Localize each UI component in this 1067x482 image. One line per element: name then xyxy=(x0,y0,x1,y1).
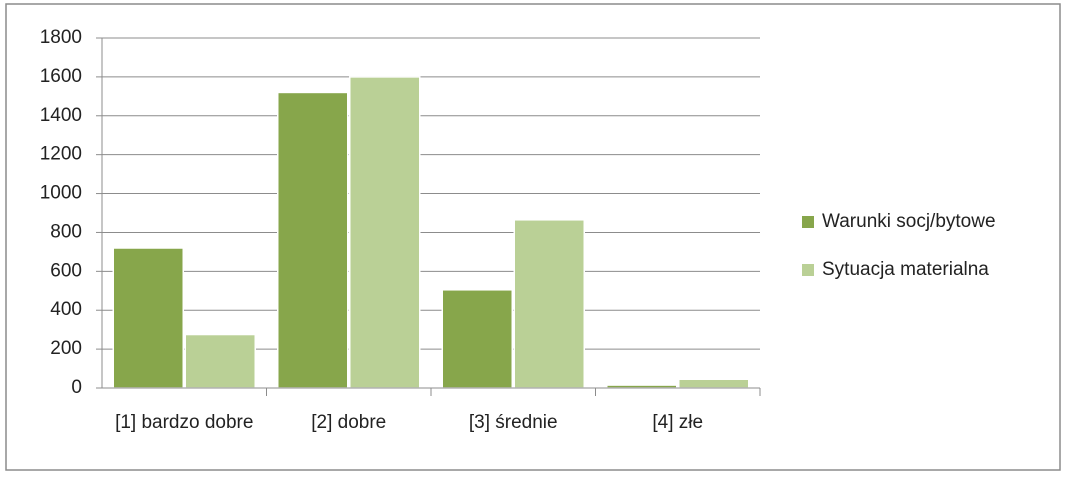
x-tick-label: [3] średnie xyxy=(468,412,558,433)
y-tick-label: 1800 xyxy=(40,27,82,48)
bar xyxy=(112,247,184,389)
y-tick-label: 1400 xyxy=(40,105,82,126)
legend-swatch xyxy=(802,264,814,276)
bar xyxy=(678,378,750,389)
y-tick-label: 1000 xyxy=(40,183,82,204)
x-tick-label: [2] dobre xyxy=(311,412,387,433)
bar xyxy=(277,91,349,389)
y-tick-label: 0 xyxy=(71,377,82,398)
y-tick-label: 400 xyxy=(50,299,82,320)
legend-label: Sytuacja materialna xyxy=(822,259,989,280)
chart-frame xyxy=(5,3,1061,471)
y-tick-label: 1600 xyxy=(40,66,82,87)
y-tick-label: 600 xyxy=(50,260,82,281)
y-tick-label: 200 xyxy=(50,338,82,359)
bar xyxy=(441,289,513,389)
bar xyxy=(513,219,585,389)
bar xyxy=(349,76,421,389)
y-tick-label: 1200 xyxy=(40,144,82,165)
legend-label: Warunki socj/bytowe xyxy=(822,211,996,232)
x-tick-label: [1] bardzo dobre xyxy=(115,412,254,433)
bar xyxy=(184,333,256,389)
y-tick-label: 800 xyxy=(50,221,82,242)
x-tick-label: [4] złe xyxy=(652,412,704,433)
legend-swatch xyxy=(802,216,814,228)
